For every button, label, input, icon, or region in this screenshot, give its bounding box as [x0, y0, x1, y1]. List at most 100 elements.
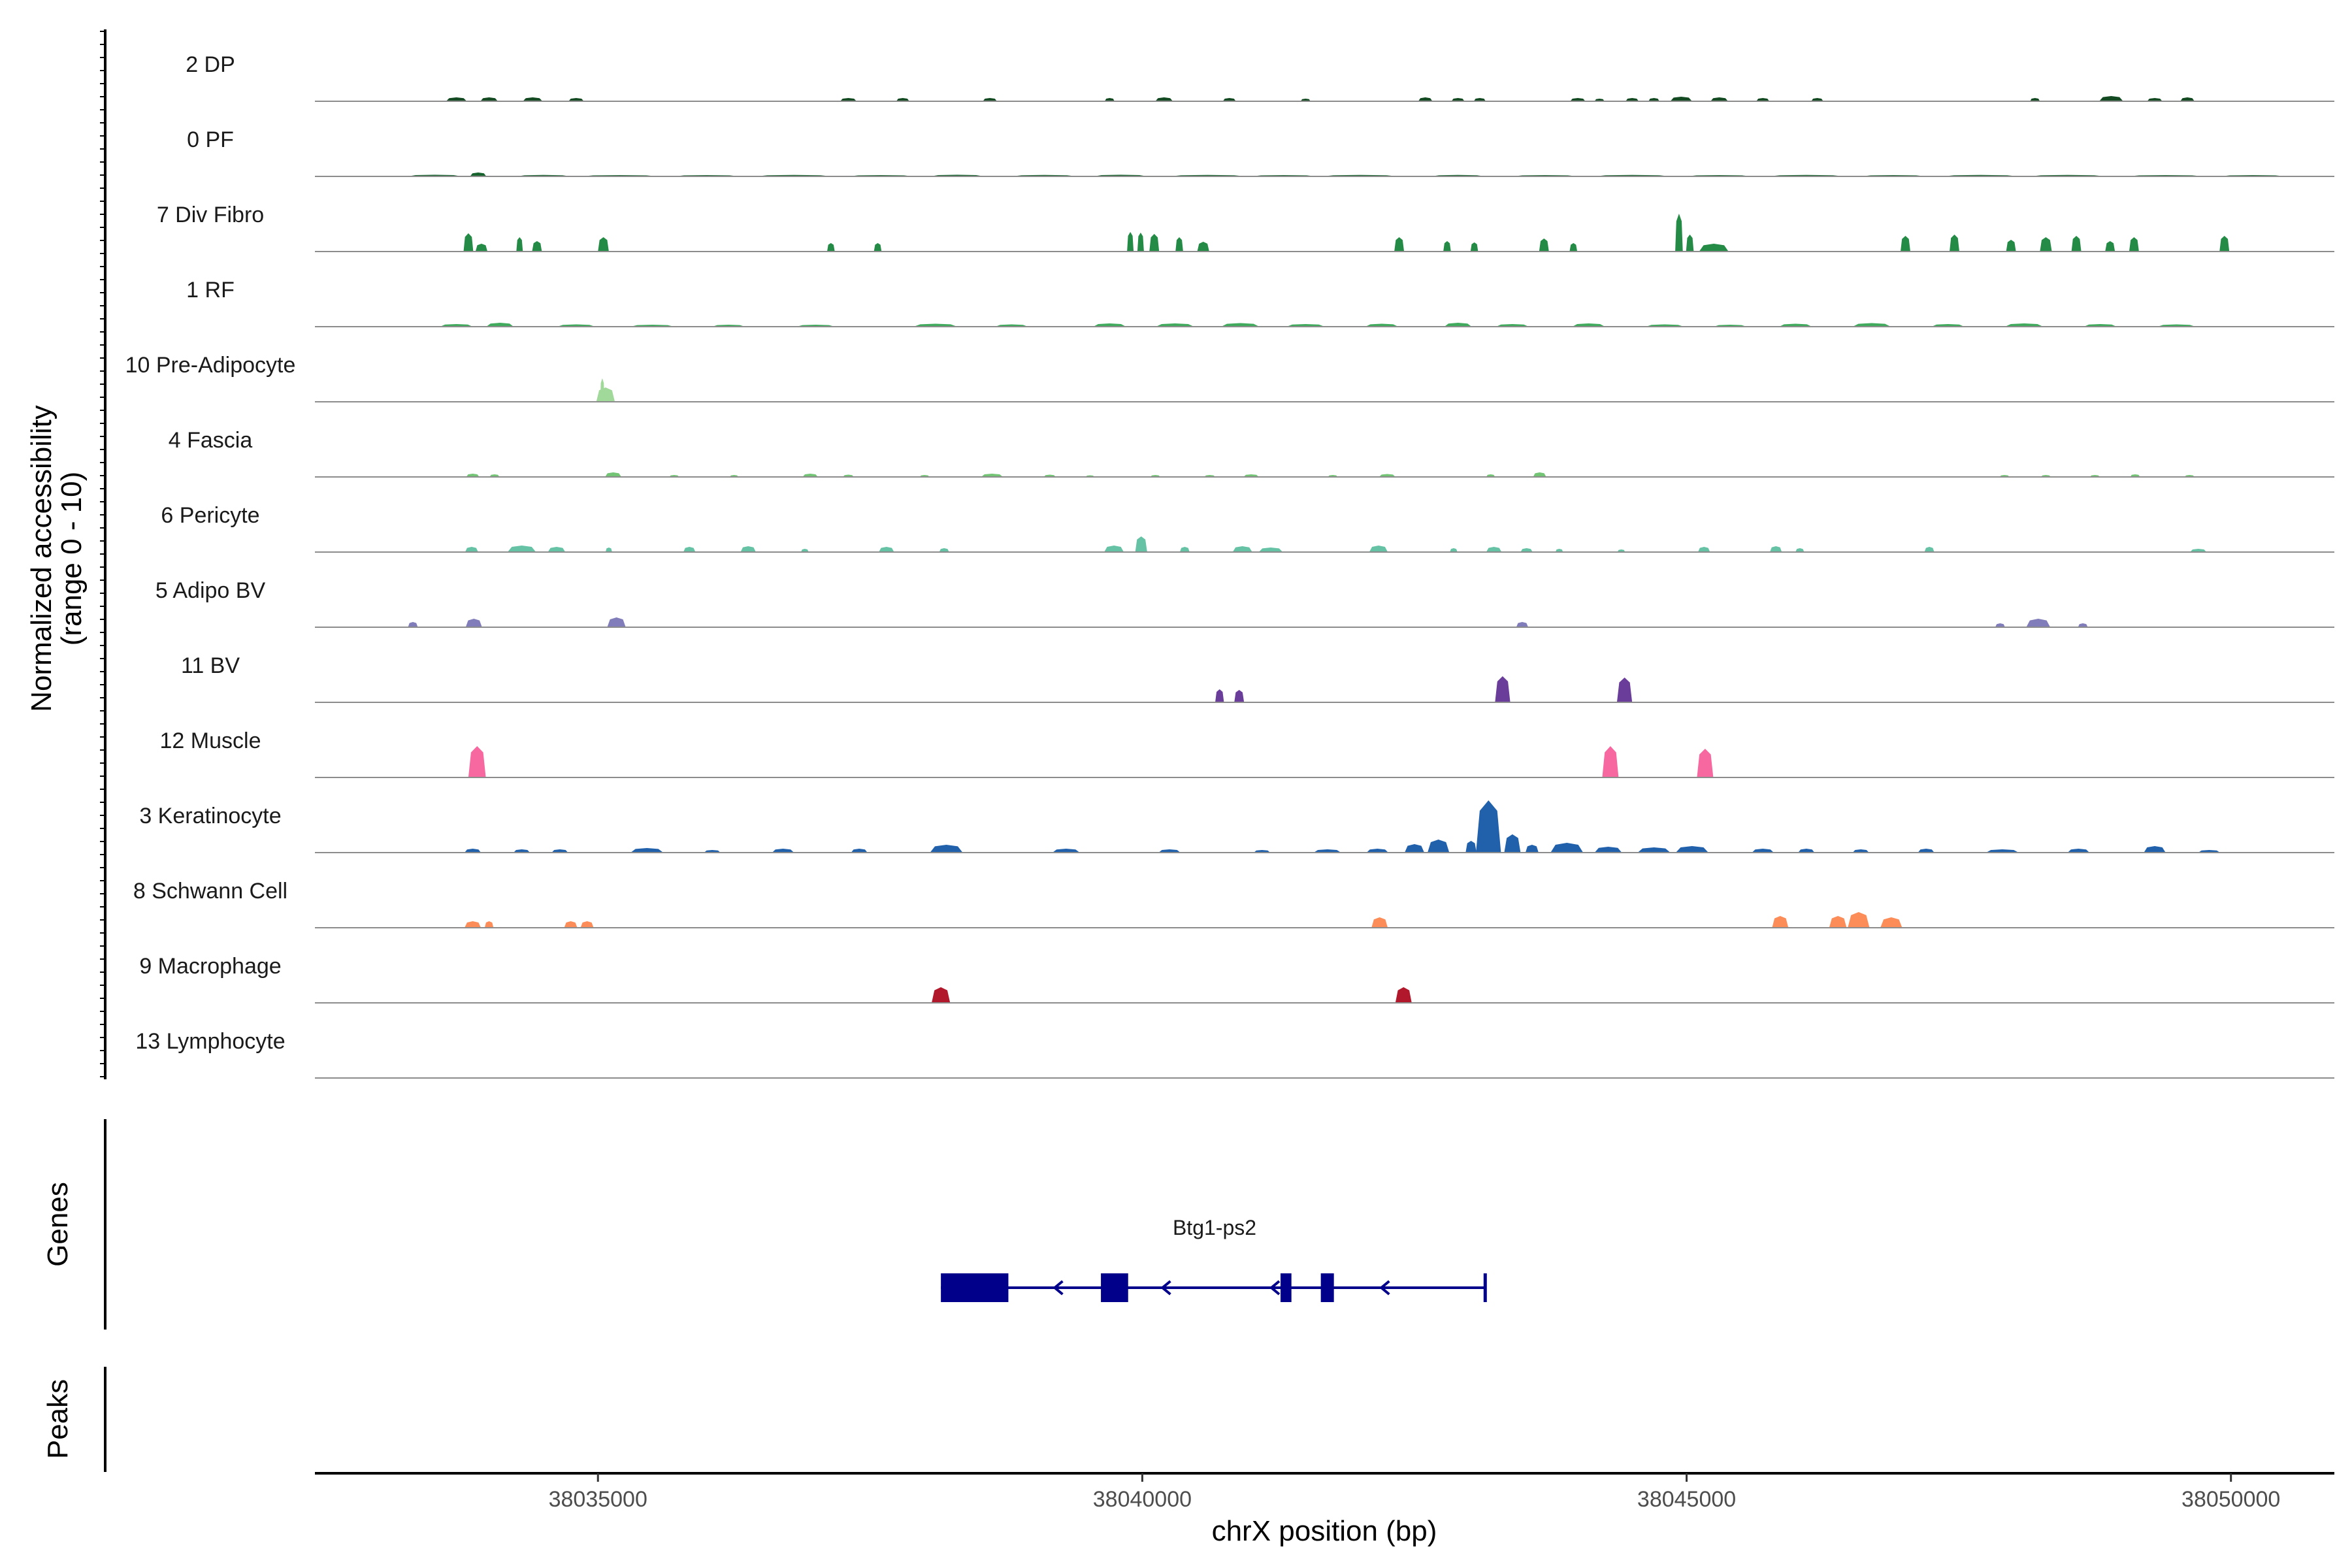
accessibility-peak [801, 549, 809, 552]
accessibility-peak [514, 849, 531, 853]
track-label: 8 Schwann Cell [133, 879, 287, 904]
accessibility-peak [1486, 547, 1502, 552]
accessibility-peak [1670, 97, 1692, 101]
accessibility-peak [408, 622, 418, 627]
accessibility-peak [1156, 323, 1194, 327]
accessibility-peak [1221, 323, 1260, 327]
track-10-pre-adipocyte: 10 Pre-Adipocyte [125, 353, 2334, 402]
accessibility-peak [1451, 98, 1465, 101]
accessibility-peak [1516, 622, 1529, 627]
accessibility-peak [465, 547, 478, 552]
track-4-fascia: 4 Fascia [169, 428, 2334, 478]
accessibility-peak [1637, 847, 1671, 853]
accessibility-peak [1127, 232, 1134, 252]
accessibility-peak [983, 98, 997, 101]
accessibility-peak [547, 547, 566, 552]
accessibility-peak [465, 921, 482, 928]
accessibility-peak [532, 241, 542, 252]
accessibility-peak [896, 98, 909, 101]
genes-panel-label: Genes [42, 1182, 74, 1267]
peaks-panel-label: Peaks [42, 1379, 74, 1459]
accessibility-peak [851, 849, 868, 853]
accessibility-peak [1811, 98, 1823, 101]
accessibility-peak [1473, 98, 1486, 101]
accessibility-peak [2099, 96, 2123, 101]
track-label: 10 Pre-Adipocyte [125, 353, 296, 378]
accessibility-peak [772, 849, 794, 853]
accessibility-peak [1234, 690, 1245, 702]
accessibility-peak [1366, 849, 1388, 853]
accessibility-peak [1158, 849, 1181, 853]
accessibility-peak [1179, 547, 1190, 552]
accessibility-peak [1052, 849, 1080, 853]
accessibility-peak [2030, 98, 2040, 101]
accessibility-peak [2147, 98, 2163, 101]
accessibility-peak [596, 387, 615, 402]
accessibility-peak [463, 233, 474, 252]
accessibility-peak [1950, 235, 1959, 252]
accessibility-peak [1572, 323, 1605, 327]
accessibility-peak [1444, 323, 1472, 327]
track-label: 11 BV [181, 653, 240, 678]
track-3-keratinocyte: 3 Keratinocyte [139, 800, 2334, 853]
accessibility-peak [1686, 235, 1694, 252]
track-8-schwann-cell: 8 Schwann Cell [133, 879, 2334, 928]
accessibility-peak [1570, 98, 1586, 101]
track-6-pericyte: 6 Pericyte [161, 503, 2334, 553]
accessibility-peak [2071, 236, 2082, 252]
accessibility-peak [840, 98, 857, 101]
accessibility-peak [1924, 547, 1935, 552]
accessibility-peak [939, 548, 949, 552]
track-11-bv: 11 BV [181, 653, 2334, 703]
accessibility-peak [1697, 749, 1714, 777]
gene-strand-arrow [1379, 1280, 1390, 1296]
accessibility-peak [1918, 849, 1935, 853]
x-tick-label: 38035000 [549, 1487, 647, 1512]
accessibility-peak [1880, 917, 1903, 928]
accessibility-peak [1675, 846, 1708, 853]
accessibility-peak [2040, 237, 2052, 252]
accessibility-peak [827, 243, 835, 252]
track-9-macrophage: 9 Macrophage [139, 954, 2334, 1004]
accessibility-peak [2006, 240, 2016, 252]
track-2-dp: 2 DP [186, 52, 2334, 102]
gene-strand-arrow [1160, 1280, 1171, 1296]
accessibility-peak [1772, 916, 1789, 928]
accessibility-peak [580, 921, 594, 928]
gene-exon [1281, 1273, 1292, 1302]
accessibility-peak [683, 547, 696, 552]
accessibility-peak [1495, 676, 1511, 702]
accessibility-peak [600, 378, 605, 402]
track-label: 0 PF [187, 127, 234, 152]
accessibility-peak [1848, 912, 1870, 928]
track-label: 1 RF [186, 278, 235, 302]
track-label: 6 Pericyte [161, 503, 259, 528]
accessibility-peak [981, 474, 1004, 477]
accessibility-peak [480, 97, 498, 101]
accessibility-peak [2144, 846, 2166, 853]
accessibility-peak [1648, 98, 1659, 101]
accessibility-peak [1104, 98, 1115, 101]
track-label: 5 Adipo BV [155, 578, 266, 603]
track-label: 3 Keratinocyte [139, 804, 281, 828]
gene-exon [1101, 1273, 1128, 1302]
accessibility-peak [930, 845, 963, 853]
accessibility-peak [1222, 98, 1236, 101]
x-tick-label: 38045000 [1637, 1487, 1736, 1512]
x-tick-label: 38040000 [1093, 1487, 1192, 1512]
accessibility-peak [470, 172, 487, 176]
accessibility-peak [1625, 98, 1639, 101]
accessibility-peak [879, 547, 894, 552]
track-12-muscle: 12 Muscle [160, 728, 2334, 778]
accessibility-peak [932, 987, 951, 1003]
track-0-pf: 0 PF [187, 127, 2334, 177]
accessibility-peak [1135, 536, 1147, 552]
y-axis-title-line2: (range 0 - 10) [56, 472, 88, 646]
accessibility-peak [1258, 547, 1283, 552]
accessibility-peak [465, 619, 482, 627]
gene-strand-arrow [1269, 1280, 1281, 1296]
accessibility-peak [1616, 678, 1633, 702]
accessibility-peak [1394, 237, 1405, 252]
accessibility-peak [1443, 241, 1451, 252]
